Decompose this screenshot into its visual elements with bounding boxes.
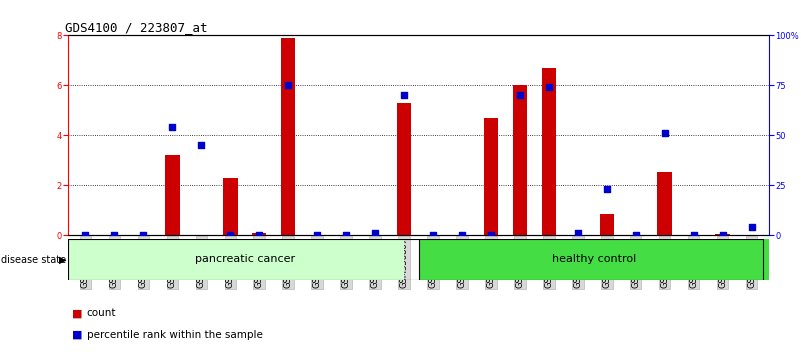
- Point: [745, 224, 758, 230]
- Point: [513, 93, 526, 98]
- Point: [311, 233, 324, 238]
- Point: [716, 233, 729, 238]
- Point: [137, 233, 150, 238]
- Point: [397, 93, 410, 98]
- Bar: [658, 172, 672, 235]
- Bar: [281, 38, 296, 235]
- Bar: [68, 239, 404, 280]
- Bar: [599, 214, 614, 235]
- Point: [368, 230, 381, 236]
- Point: [166, 125, 179, 130]
- Point: [542, 85, 555, 90]
- Bar: [252, 233, 267, 235]
- Text: count: count: [87, 308, 116, 318]
- Text: GDS4100 / 223807_at: GDS4100 / 223807_at: [65, 21, 207, 34]
- Text: pancreatic cancer: pancreatic cancer: [195, 254, 295, 264]
- Point: [630, 233, 642, 238]
- Bar: [396, 103, 411, 235]
- Bar: [418, 239, 769, 280]
- Text: healthy control: healthy control: [552, 254, 636, 264]
- Point: [223, 233, 236, 238]
- Bar: [165, 155, 179, 235]
- Bar: [715, 234, 730, 235]
- Bar: [513, 85, 527, 235]
- Bar: [223, 178, 238, 235]
- Point: [571, 230, 584, 236]
- Point: [485, 233, 497, 238]
- Text: ■: ■: [72, 330, 83, 339]
- Point: [195, 143, 207, 148]
- Point: [282, 82, 295, 88]
- Point: [427, 233, 440, 238]
- Point: [253, 233, 266, 238]
- Bar: [541, 68, 556, 235]
- Bar: [484, 118, 498, 235]
- Text: disease state: disease state: [1, 255, 66, 265]
- Text: ▶: ▶: [59, 255, 66, 265]
- Point: [456, 233, 469, 238]
- Point: [687, 233, 700, 238]
- Point: [340, 233, 352, 238]
- Point: [601, 187, 614, 192]
- Text: percentile rank within the sample: percentile rank within the sample: [87, 330, 263, 339]
- Point: [658, 131, 671, 136]
- Point: [108, 233, 121, 238]
- Point: [79, 233, 92, 238]
- Text: ■: ■: [72, 308, 83, 318]
